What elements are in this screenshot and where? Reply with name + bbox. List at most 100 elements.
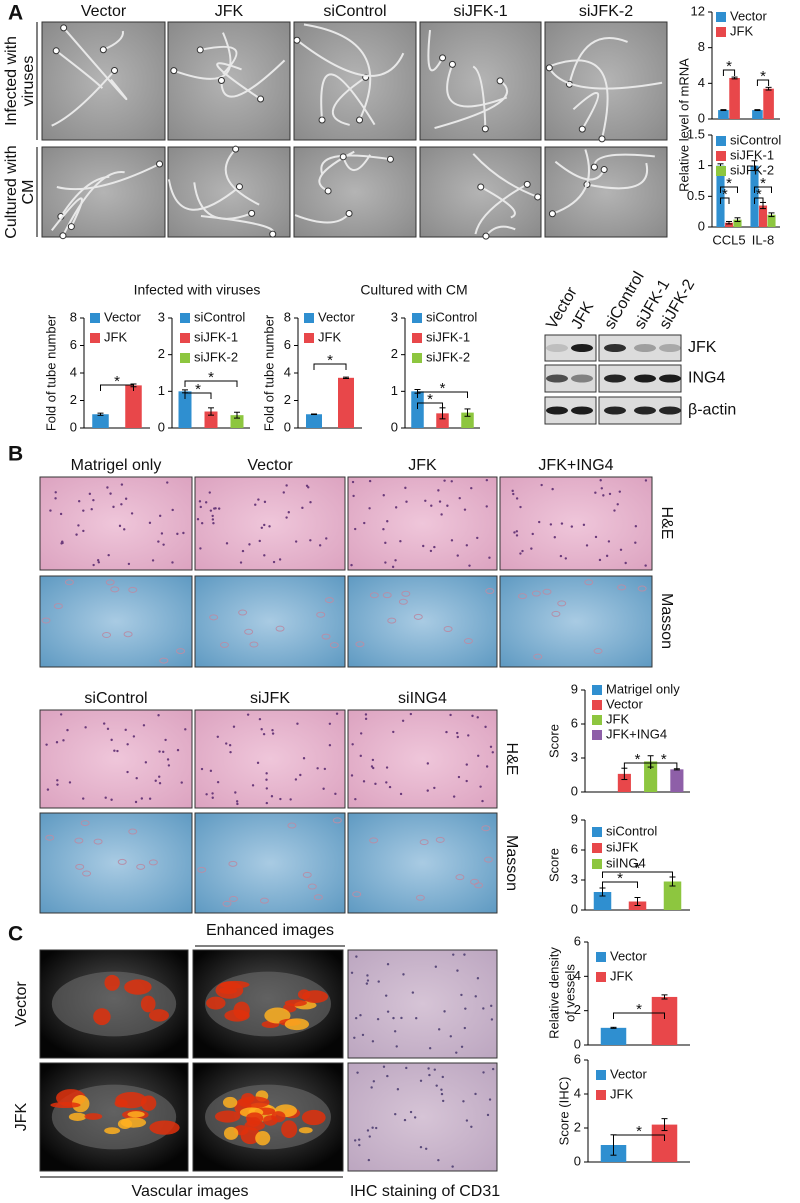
cell-tube: [331, 76, 367, 126]
image-frame: [499, 575, 653, 668]
nucleus: [353, 1139, 357, 1142]
significance-bracket: [417, 391, 468, 398]
nucleus: [366, 974, 369, 977]
image-frame: [167, 21, 291, 141]
nucleus: [196, 517, 200, 521]
nucleus: [559, 554, 563, 558]
nucleus: [549, 523, 553, 526]
significance-bracket: [602, 881, 638, 888]
y-axis-label: Score (IHC): [556, 1077, 571, 1146]
significance-bracket: [613, 1134, 665, 1141]
nucleus: [491, 751, 494, 754]
nucleus: [374, 782, 377, 786]
nucleus: [260, 728, 263, 731]
nucleus: [540, 483, 543, 487]
tissue-spot: [148, 859, 158, 866]
tissue-spot: [443, 626, 453, 633]
legend-label: JFK: [730, 23, 753, 38]
tissue-spot: [41, 617, 51, 624]
blot-strip: [544, 396, 597, 425]
nucleus: [560, 522, 564, 525]
nucleus: [124, 497, 128, 500]
y-tick-label: 1: [698, 157, 705, 172]
nucleus: [157, 714, 160, 717]
nucleus: [394, 506, 398, 509]
footer-label: Vascular images: [131, 1183, 248, 1200]
tissue-spot: [128, 828, 138, 835]
nucleus: [400, 1016, 403, 1020]
nucleus: [521, 549, 524, 553]
nucleus: [176, 748, 180, 752]
cell: [293, 36, 301, 44]
nucleus: [619, 548, 623, 551]
nucleus: [457, 775, 461, 779]
doppler-signal: [148, 1009, 170, 1022]
tissue-spot: [329, 642, 339, 649]
cell: [196, 46, 204, 54]
legend-label: JFK: [610, 1086, 633, 1101]
bar: [461, 412, 474, 428]
nucleus: [468, 564, 471, 567]
column-label: JFK+ING4: [538, 457, 613, 474]
nucleus: [474, 1092, 477, 1096]
bar: [767, 214, 776, 227]
nucleus: [328, 722, 332, 725]
nucleus: [455, 1051, 458, 1054]
y-tick-label: 6: [574, 1051, 581, 1066]
nucleus: [62, 739, 65, 742]
nucleus: [359, 732, 363, 735]
nucleus: [127, 562, 131, 566]
doppler-signal: [71, 1095, 90, 1113]
doppler-signal: [115, 1091, 147, 1109]
image-frame: [347, 1062, 498, 1172]
y-tick-label: 8: [284, 309, 291, 324]
nucleus: [445, 730, 448, 734]
cell-tube: [568, 37, 628, 85]
tissue-spot: [249, 641, 259, 648]
nucleus: [160, 532, 164, 535]
significance-label: *: [636, 1001, 642, 1018]
nucleus: [429, 549, 433, 553]
image-frame: [499, 476, 653, 571]
nucleus: [323, 767, 327, 771]
nucleus: [158, 514, 162, 518]
nucleus: [449, 1035, 452, 1038]
tissue-spot: [419, 839, 429, 846]
legend-swatch: [90, 333, 100, 343]
cell-tube: [446, 64, 508, 108]
tissue-spot: [93, 838, 103, 845]
significance-label: *: [760, 68, 766, 85]
y-tick-label: 6: [70, 337, 77, 352]
doppler-signal: [124, 979, 152, 995]
nucleus: [405, 500, 408, 503]
nucleus: [200, 767, 204, 771]
doppler-signal: [222, 1096, 238, 1108]
nucleus: [372, 1080, 376, 1083]
nucleus: [394, 1112, 397, 1116]
legend-label: Vector: [610, 948, 648, 963]
significance-label: *: [114, 373, 120, 390]
nucleus: [263, 523, 266, 527]
nucleus: [68, 781, 72, 784]
nucleus: [600, 487, 603, 490]
nucleus: [465, 1119, 469, 1122]
nucleus: [140, 797, 144, 800]
nucleus: [325, 537, 328, 540]
blot-row-label: β-actin: [688, 402, 736, 419]
micrograph: [293, 146, 417, 238]
doppler-signal: [302, 990, 329, 1003]
nucleus: [463, 508, 467, 511]
tissue-spot: [415, 894, 425, 901]
nucleus: [56, 783, 59, 786]
cell-tube: [51, 197, 83, 231]
nucleus: [465, 544, 469, 547]
doppler-signal: [245, 1112, 264, 1125]
blot-band: [604, 406, 626, 415]
y-tick-label: 2: [391, 346, 398, 361]
cell-tube: [167, 179, 241, 211]
tissue-spot: [209, 614, 219, 621]
micrograph: [347, 949, 498, 1059]
bar: [644, 761, 658, 792]
y-tick-label: 2: [158, 346, 165, 361]
nucleus: [553, 536, 556, 539]
